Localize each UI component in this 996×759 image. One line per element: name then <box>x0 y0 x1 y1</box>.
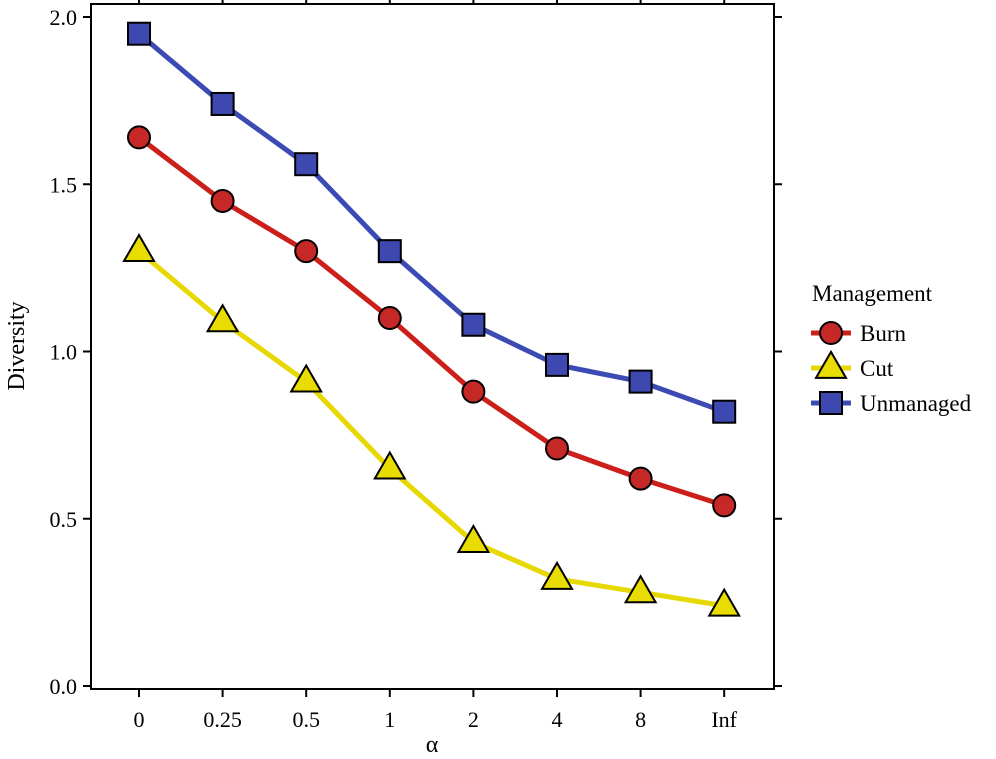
y-tick-label: 2.0 <box>50 5 78 30</box>
x-tick-label: 2 <box>468 707 479 732</box>
x-tick-label: Inf <box>711 707 737 732</box>
data-point-unmanaged <box>210 91 235 116</box>
data-point-cut <box>122 233 156 263</box>
y-axis-title: Diversity <box>4 301 30 390</box>
data-point-burn <box>628 466 653 491</box>
data-point-cut <box>373 450 407 480</box>
series-markers <box>122 21 741 617</box>
x-tick-label: 0 <box>134 707 145 732</box>
data-point-burn <box>545 436 569 461</box>
data-point-burn <box>127 125 151 150</box>
legend-marker-unmanaged <box>819 391 843 415</box>
legend-label-burn: Burn <box>860 321 907 346</box>
data-point-cut <box>205 303 240 333</box>
y-tick-label: 0.5 <box>50 507 78 532</box>
x-tick-label: 0.5 <box>292 707 320 732</box>
data-point-unmanaged <box>628 369 653 394</box>
data-point-burn <box>461 379 486 404</box>
x-tick-label: 4 <box>552 707 563 732</box>
x-tick-label: 0.25 <box>203 707 242 732</box>
y-tick-label: 0.0 <box>50 674 78 699</box>
legend-marker-burn <box>819 321 843 345</box>
x-tick-label: 8 <box>635 707 646 732</box>
data-point-burn <box>294 239 319 264</box>
y-tick-label: 1.5 <box>50 172 78 197</box>
y-tick-label: 1.0 <box>50 340 78 365</box>
data-point-unmanaged <box>127 21 151 46</box>
x-tick-label: 1 <box>384 707 395 732</box>
data-point-unmanaged <box>712 399 737 424</box>
plot-panel <box>90 3 775 690</box>
data-point-unmanaged <box>461 312 486 337</box>
legend-label-cut: Cut <box>860 356 894 381</box>
data-point-cut <box>540 560 574 590</box>
data-point-unmanaged <box>377 239 402 264</box>
data-point-cut <box>289 363 323 393</box>
legend-label-unmanaged: Unmanaged <box>860 391 972 416</box>
data-point-burn <box>377 306 402 331</box>
series-line-unmanaged <box>137 31 726 415</box>
legend-marker-cut <box>814 349 848 379</box>
data-point-cut <box>623 574 658 604</box>
x-axis-title: α <box>426 732 439 758</box>
data-point-cut <box>707 587 741 617</box>
data-point-burn <box>210 188 235 213</box>
data-point-unmanaged <box>294 152 319 177</box>
data-point-cut <box>456 524 491 554</box>
legend: Management Burn Cut Unmanaged <box>811 281 972 416</box>
axis-ticks: 0.0 0.5 1.0 1.5 2.0 0 0.25 0.5 1 2 4 8 Inf <box>50 0 782 732</box>
data-point-unmanaged <box>545 352 569 377</box>
data-point-burn <box>712 493 737 518</box>
legend-title: Management <box>812 281 933 306</box>
series-line-burn <box>137 135 725 508</box>
